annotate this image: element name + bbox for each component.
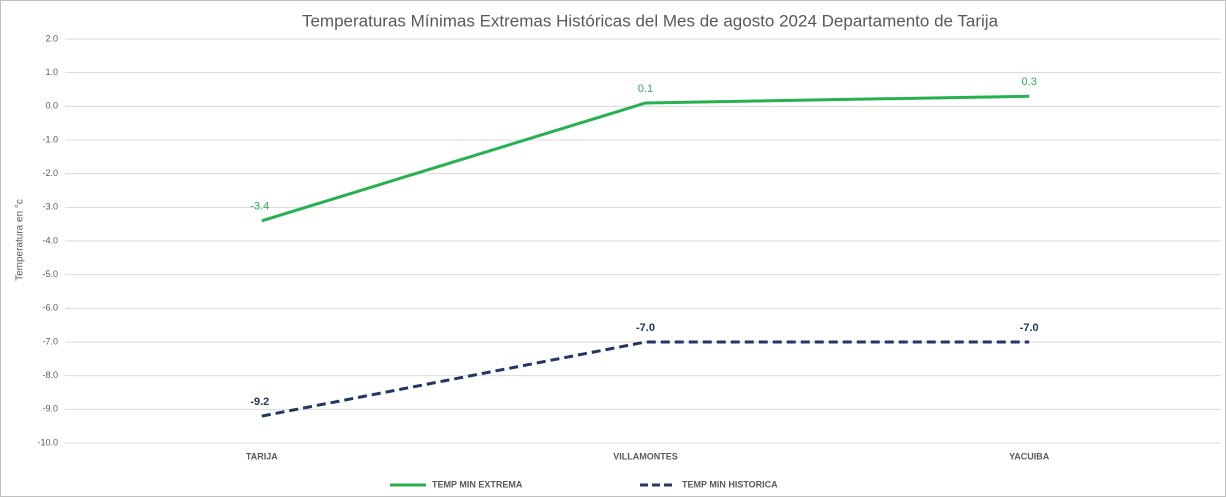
y-tick-label: -5.0 <box>42 269 58 279</box>
y-tick-label: -8.0 <box>42 370 58 380</box>
legend-label: TEMP MIN HISTORICA <box>682 479 778 489</box>
x-tick-label: TARIJA <box>246 451 278 461</box>
y-tick-label: 2.0 <box>45 33 58 43</box>
series-line <box>261 94 1030 223</box>
series-line <box>261 340 1030 418</box>
legend-label: TEMP MIN EXTREMA <box>432 479 523 489</box>
y-tick-label: -4.0 <box>42 235 58 245</box>
y-tick-label: -9.0 <box>42 404 58 414</box>
data-label: 0.1 <box>638 83 653 95</box>
y-tick-label: 0.0 <box>45 101 58 111</box>
y-axis-label: Temperatura en °c <box>15 199 26 281</box>
x-tick-label: VILLAMONTES <box>613 451 678 461</box>
y-tick-label: -2.0 <box>42 168 58 178</box>
x-tick-label: YACUIBA <box>1009 451 1050 461</box>
y-tick-label: -6.0 <box>42 303 58 313</box>
data-label: -9.2 <box>250 396 269 408</box>
data-label: -7.0 <box>636 322 655 334</box>
y-tick-label: 1.0 <box>45 67 58 77</box>
data-label: 0.3 <box>1022 76 1037 88</box>
y-tick-label: -10.0 <box>37 437 58 447</box>
chart-title: Temperaturas Mínimas Extremas Históricas… <box>302 11 999 30</box>
data-label: -3.4 <box>250 201 269 213</box>
y-tick-label: -3.0 <box>42 202 58 212</box>
y-tick-label: -7.0 <box>42 336 58 346</box>
y-tick-label: -1.0 <box>42 134 58 144</box>
data-label: -7.0 <box>1020 322 1039 334</box>
